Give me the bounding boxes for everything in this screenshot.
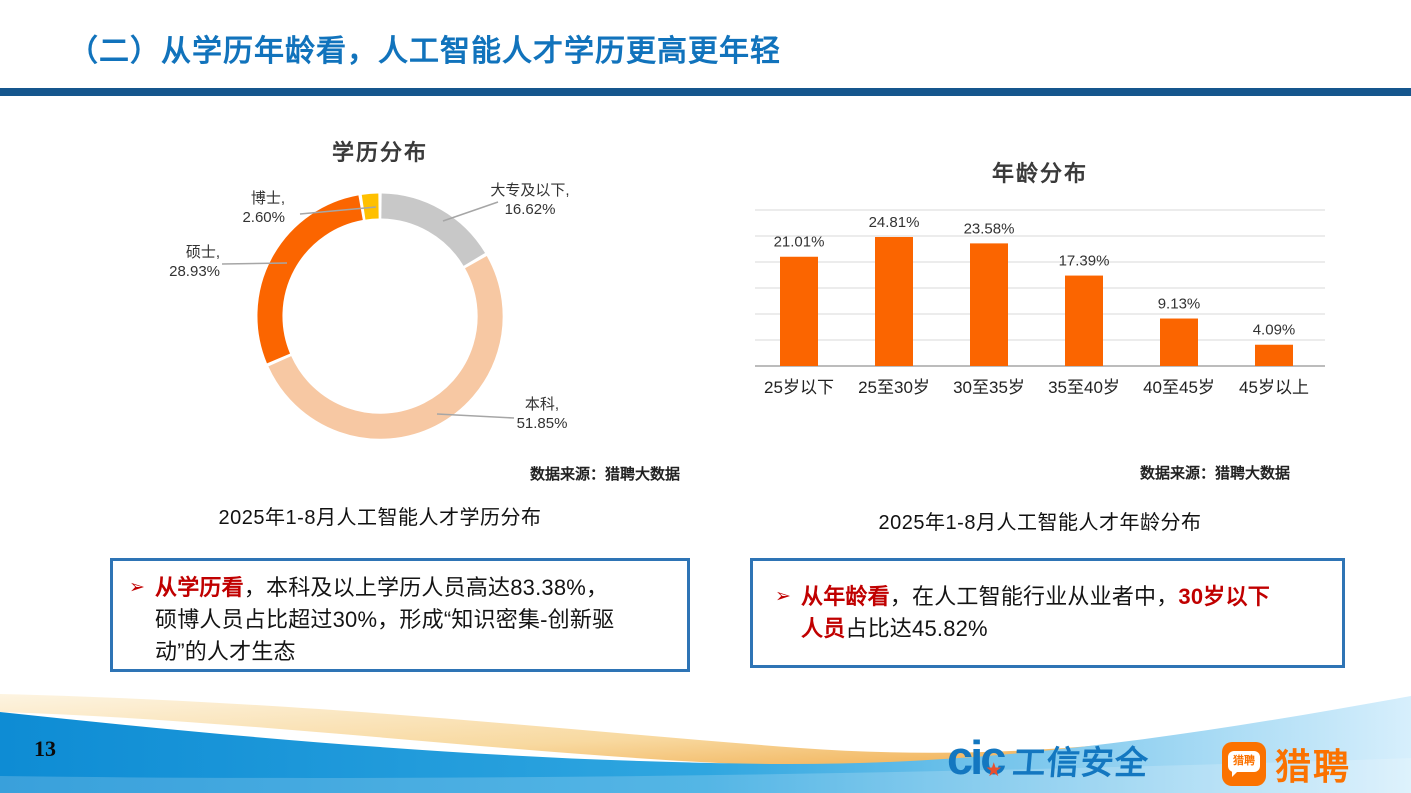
- donut-segment-硕士: [257, 195, 364, 364]
- liepin-logo-label: 猎聘: [1275, 746, 1352, 787]
- note-text-segment: 30岁以下人员: [801, 584, 1270, 641]
- cic-gongxin-anquan-logo: cic ★ 工信安全: [947, 734, 1151, 784]
- leader-lines: [221, 201, 515, 419]
- title-divider: [0, 88, 1411, 96]
- leader-line-boshi: [299, 206, 377, 215]
- donut-segment-博士: [361, 193, 379, 220]
- age-chart-title: 年龄分布: [991, 161, 1088, 186]
- pie-label-benke: 本科, 51.85%: [516, 396, 568, 432]
- education-note-text: 从学历看，本科及以上学历人员高达83.38%，硕博人员占比超过30%，形成“知识…: [155, 572, 620, 669]
- leader-line-shuoshi: [221, 262, 288, 265]
- donut-segment-本科: [268, 255, 503, 439]
- bar-category-label: 35至40岁: [1048, 378, 1120, 397]
- bar-value-label: 21.01%: [774, 234, 825, 251]
- note-text-segment: ，在人工智能行业从业者中，: [889, 584, 1179, 609]
- bar-value-label: 4.09%: [1253, 322, 1296, 339]
- age-source: 数据来源：猎聘大数据: [1139, 465, 1290, 482]
- pie-label-shuoshi: 硕士, 28.93%: [169, 244, 220, 280]
- bullet-arrow-icon: ➢: [129, 577, 145, 598]
- note-text-segment: 从学历看: [155, 575, 244, 600]
- bar-25至30岁: [875, 236, 913, 366]
- bullet-arrow-icon: ➢: [775, 586, 791, 607]
- footer-wave-decoration: [0, 694, 1411, 793]
- liepin-badge-icon: 猎聘: [1222, 742, 1266, 786]
- orange-wave: [0, 694, 1295, 768]
- leader-line-benke: [436, 413, 515, 419]
- bar-40至45岁: [1160, 318, 1198, 366]
- bar-category-label: 25至30岁: [858, 378, 930, 397]
- age-caption: 2025年1-8月人工智能人才年龄分布: [878, 512, 1202, 534]
- bar-category-label: 45岁以上: [1239, 378, 1309, 397]
- star-icon: ★: [985, 760, 1003, 781]
- age-note-box: ➢ 从年龄看，在人工智能行业从业者中，30岁以下人员占比达45.82%: [750, 558, 1345, 668]
- leader-line-dazhuan: [442, 201, 499, 222]
- education-chart-title: 学历分布: [331, 140, 428, 165]
- education-note-box: ➢ 从学历看，本科及以上学历人员高达83.38%，硕博人员占比超过30%，形成“…: [110, 558, 690, 672]
- age-note-text: 从年龄看，在人工智能行业从业者中，30岁以下人员占比达45.82%: [801, 581, 1286, 665]
- donut-segment-大专及以下: [380, 193, 486, 267]
- education-source: 数据来源：猎聘大数据: [529, 466, 680, 483]
- blue-wave-highlight: [0, 758, 1411, 793]
- pie-label-dazhuan: 大专及以下, 16.62%: [490, 182, 570, 218]
- bar-value-label: 17.39%: [1059, 253, 1110, 270]
- footer: 13 cic ★ 工信安全 猎聘 猎聘: [0, 690, 1411, 793]
- liepin-speech-bubble-icon: 猎聘: [1228, 751, 1260, 777]
- cic-logo-label: 工信安全: [1011, 744, 1151, 781]
- note-text-segment: 占比达45.82%: [845, 616, 988, 641]
- education-caption: 2025年1-8月人工智能人才学历分布: [218, 507, 542, 529]
- note-text-segment: ，本科及以上学历人员高达83.38%，硕博人员占比超过30%，形成“知识密集-创…: [155, 575, 615, 664]
- bar-category-label: 25岁以下: [764, 378, 834, 397]
- age-bar-svg: 21.01% 25岁以下 24.81% 25至30岁 23.58% 30至35岁 17.39…: [755, 209, 1325, 397]
- age-chart: 21.01% 25岁以下 24.81% 25至30岁 23.58% 30至35岁 17.39…: [730, 150, 1350, 540]
- bar-category-label: 30至35岁: [953, 378, 1025, 397]
- bar-25岁以下: [780, 256, 818, 366]
- pie-label-boshi: 博士, 2.60%: [242, 190, 285, 226]
- blue-wave: [0, 696, 1411, 793]
- bar-30至35岁: [970, 243, 1008, 366]
- note-text-segment: 从年龄看: [801, 584, 890, 609]
- cic-logo-text: cic ★: [947, 734, 1006, 781]
- education-chart: 学历分布 博士, 2.60% 硕士, 28.93% 大专及以下, 16.62% 本科,…: [70, 125, 690, 535]
- bar-category-label: 40至45岁: [1143, 378, 1215, 397]
- bar-value-label: 23.58%: [964, 220, 1015, 237]
- page-number: 13: [34, 736, 56, 761]
- education-donut-svg: [221, 193, 515, 439]
- liepin-logo: 猎聘 猎聘: [1222, 738, 1351, 790]
- donut-segments: [257, 193, 503, 439]
- bar-35至40岁: [1065, 275, 1103, 366]
- bar-value-label: 24.81%: [869, 214, 920, 231]
- page-title: （二）从学历年龄看，人工智能人才学历更高更年轻: [68, 35, 781, 68]
- bar-value-label: 9.13%: [1158, 296, 1201, 313]
- bar-45岁以上: [1255, 344, 1293, 366]
